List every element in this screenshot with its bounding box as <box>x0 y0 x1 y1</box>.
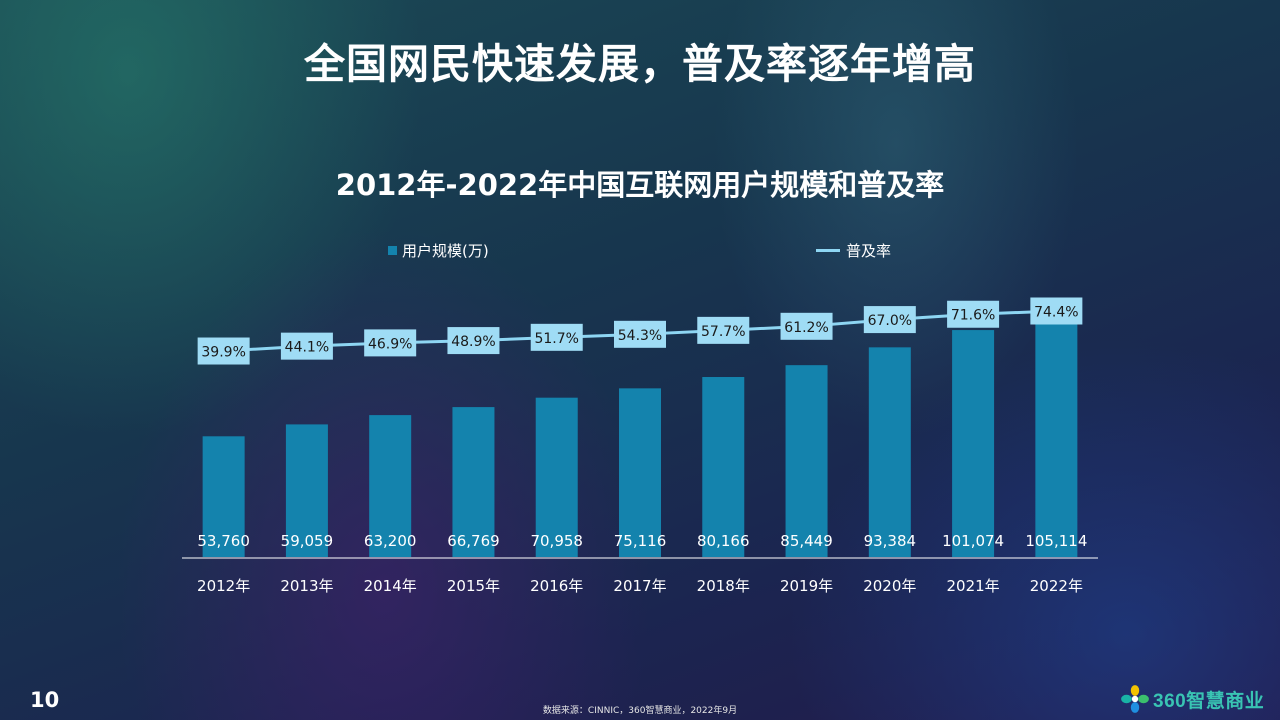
line-value-label: 46.9% <box>368 336 412 352</box>
line-label-box <box>863 306 916 334</box>
bar <box>452 407 495 557</box>
chart-title: 2012年-2022年中国互联网用户规模和普及率 <box>335 168 945 202</box>
legend-label-penetration: 普及率 <box>846 242 892 260</box>
page-number: 10 <box>30 688 60 712</box>
x-tick-label: 2015年 <box>447 577 500 595</box>
bar <box>535 397 578 557</box>
bar <box>702 377 745 557</box>
bar-value-label: 93,384 <box>864 532 917 550</box>
source-note: 数据来源：CINNIC，360智慧商业，2022年9月 <box>542 706 738 716</box>
line-value-label: 57.7% <box>701 324 745 340</box>
line-value-label: 48.9% <box>451 334 495 350</box>
legend-bar-swatch <box>388 246 397 255</box>
bar-value-label: 53,760 <box>197 532 250 550</box>
x-tick-label: 2016年 <box>530 577 583 595</box>
bar <box>785 365 828 557</box>
line-label-box <box>947 300 1000 328</box>
x-tick-label: 2019年 <box>780 577 833 595</box>
bar-value-label: 63,200 <box>364 532 417 550</box>
bar-value-label: 70,958 <box>530 532 583 550</box>
line-value-label: 44.1% <box>285 340 329 356</box>
bar-value-label: 85,449 <box>780 532 833 550</box>
legend-item-penetration: 普及率 <box>816 240 891 261</box>
line-value-label: 61.2% <box>784 320 828 336</box>
x-tick-label: 2012年 <box>197 577 250 595</box>
line-label-box <box>364 329 417 357</box>
line-label-box <box>780 312 833 340</box>
line-label-box <box>697 316 750 344</box>
bar <box>619 388 661 557</box>
x-tick-label: 2020年 <box>863 577 916 595</box>
legend-line-swatch <box>816 249 840 252</box>
bar <box>1035 321 1078 557</box>
bar-value-label: 59,059 <box>281 532 334 550</box>
legend-label-users: 用户规模(万) <box>402 242 489 260</box>
line-value-label: 74.4% <box>1034 304 1078 320</box>
page-title: 全国网民快速发展，普及率逐年增高 <box>304 40 976 88</box>
bar-value-label: 80,166 <box>697 532 750 550</box>
bar <box>952 330 995 557</box>
brand-name: 360智慧商业 <box>1153 690 1265 712</box>
brand-logo: 360智慧商业 <box>1120 684 1264 714</box>
line-label-box <box>280 332 333 360</box>
x-tick-label: 2018年 <box>697 577 750 595</box>
bar-value-label: 105,114 <box>1025 532 1087 550</box>
bar <box>868 347 911 557</box>
line-label-box <box>197 337 250 365</box>
line-value-label: 71.6% <box>951 308 995 324</box>
bar <box>202 436 245 557</box>
line-label-box <box>530 323 583 351</box>
x-tick-label: 2013年 <box>280 577 333 595</box>
line-value-label: 67.0% <box>868 313 912 329</box>
bar <box>369 415 412 557</box>
x-tick-label: 2021年 <box>946 577 999 595</box>
line-value-label: 39.9% <box>201 345 245 361</box>
line-value-label: 51.7% <box>534 331 578 347</box>
line-label-box <box>447 327 500 355</box>
bar <box>285 424 328 557</box>
bar-value-label: 75,116 <box>614 532 667 550</box>
line-label-box <box>614 320 666 348</box>
legend-item-users: 用户规模(万) <box>388 240 489 261</box>
brand-flower-icon <box>1121 685 1149 713</box>
x-tick-label: 2017年 <box>613 577 666 595</box>
x-tick-label: 2022年 <box>1030 577 1083 595</box>
line-label-box <box>1030 297 1083 325</box>
bar-value-label: 66,769 <box>447 532 500 550</box>
bar-value-label: 101,074 <box>942 532 1004 550</box>
line-value-label: 54.3% <box>618 328 662 344</box>
x-tick-label: 2014年 <box>364 577 417 595</box>
